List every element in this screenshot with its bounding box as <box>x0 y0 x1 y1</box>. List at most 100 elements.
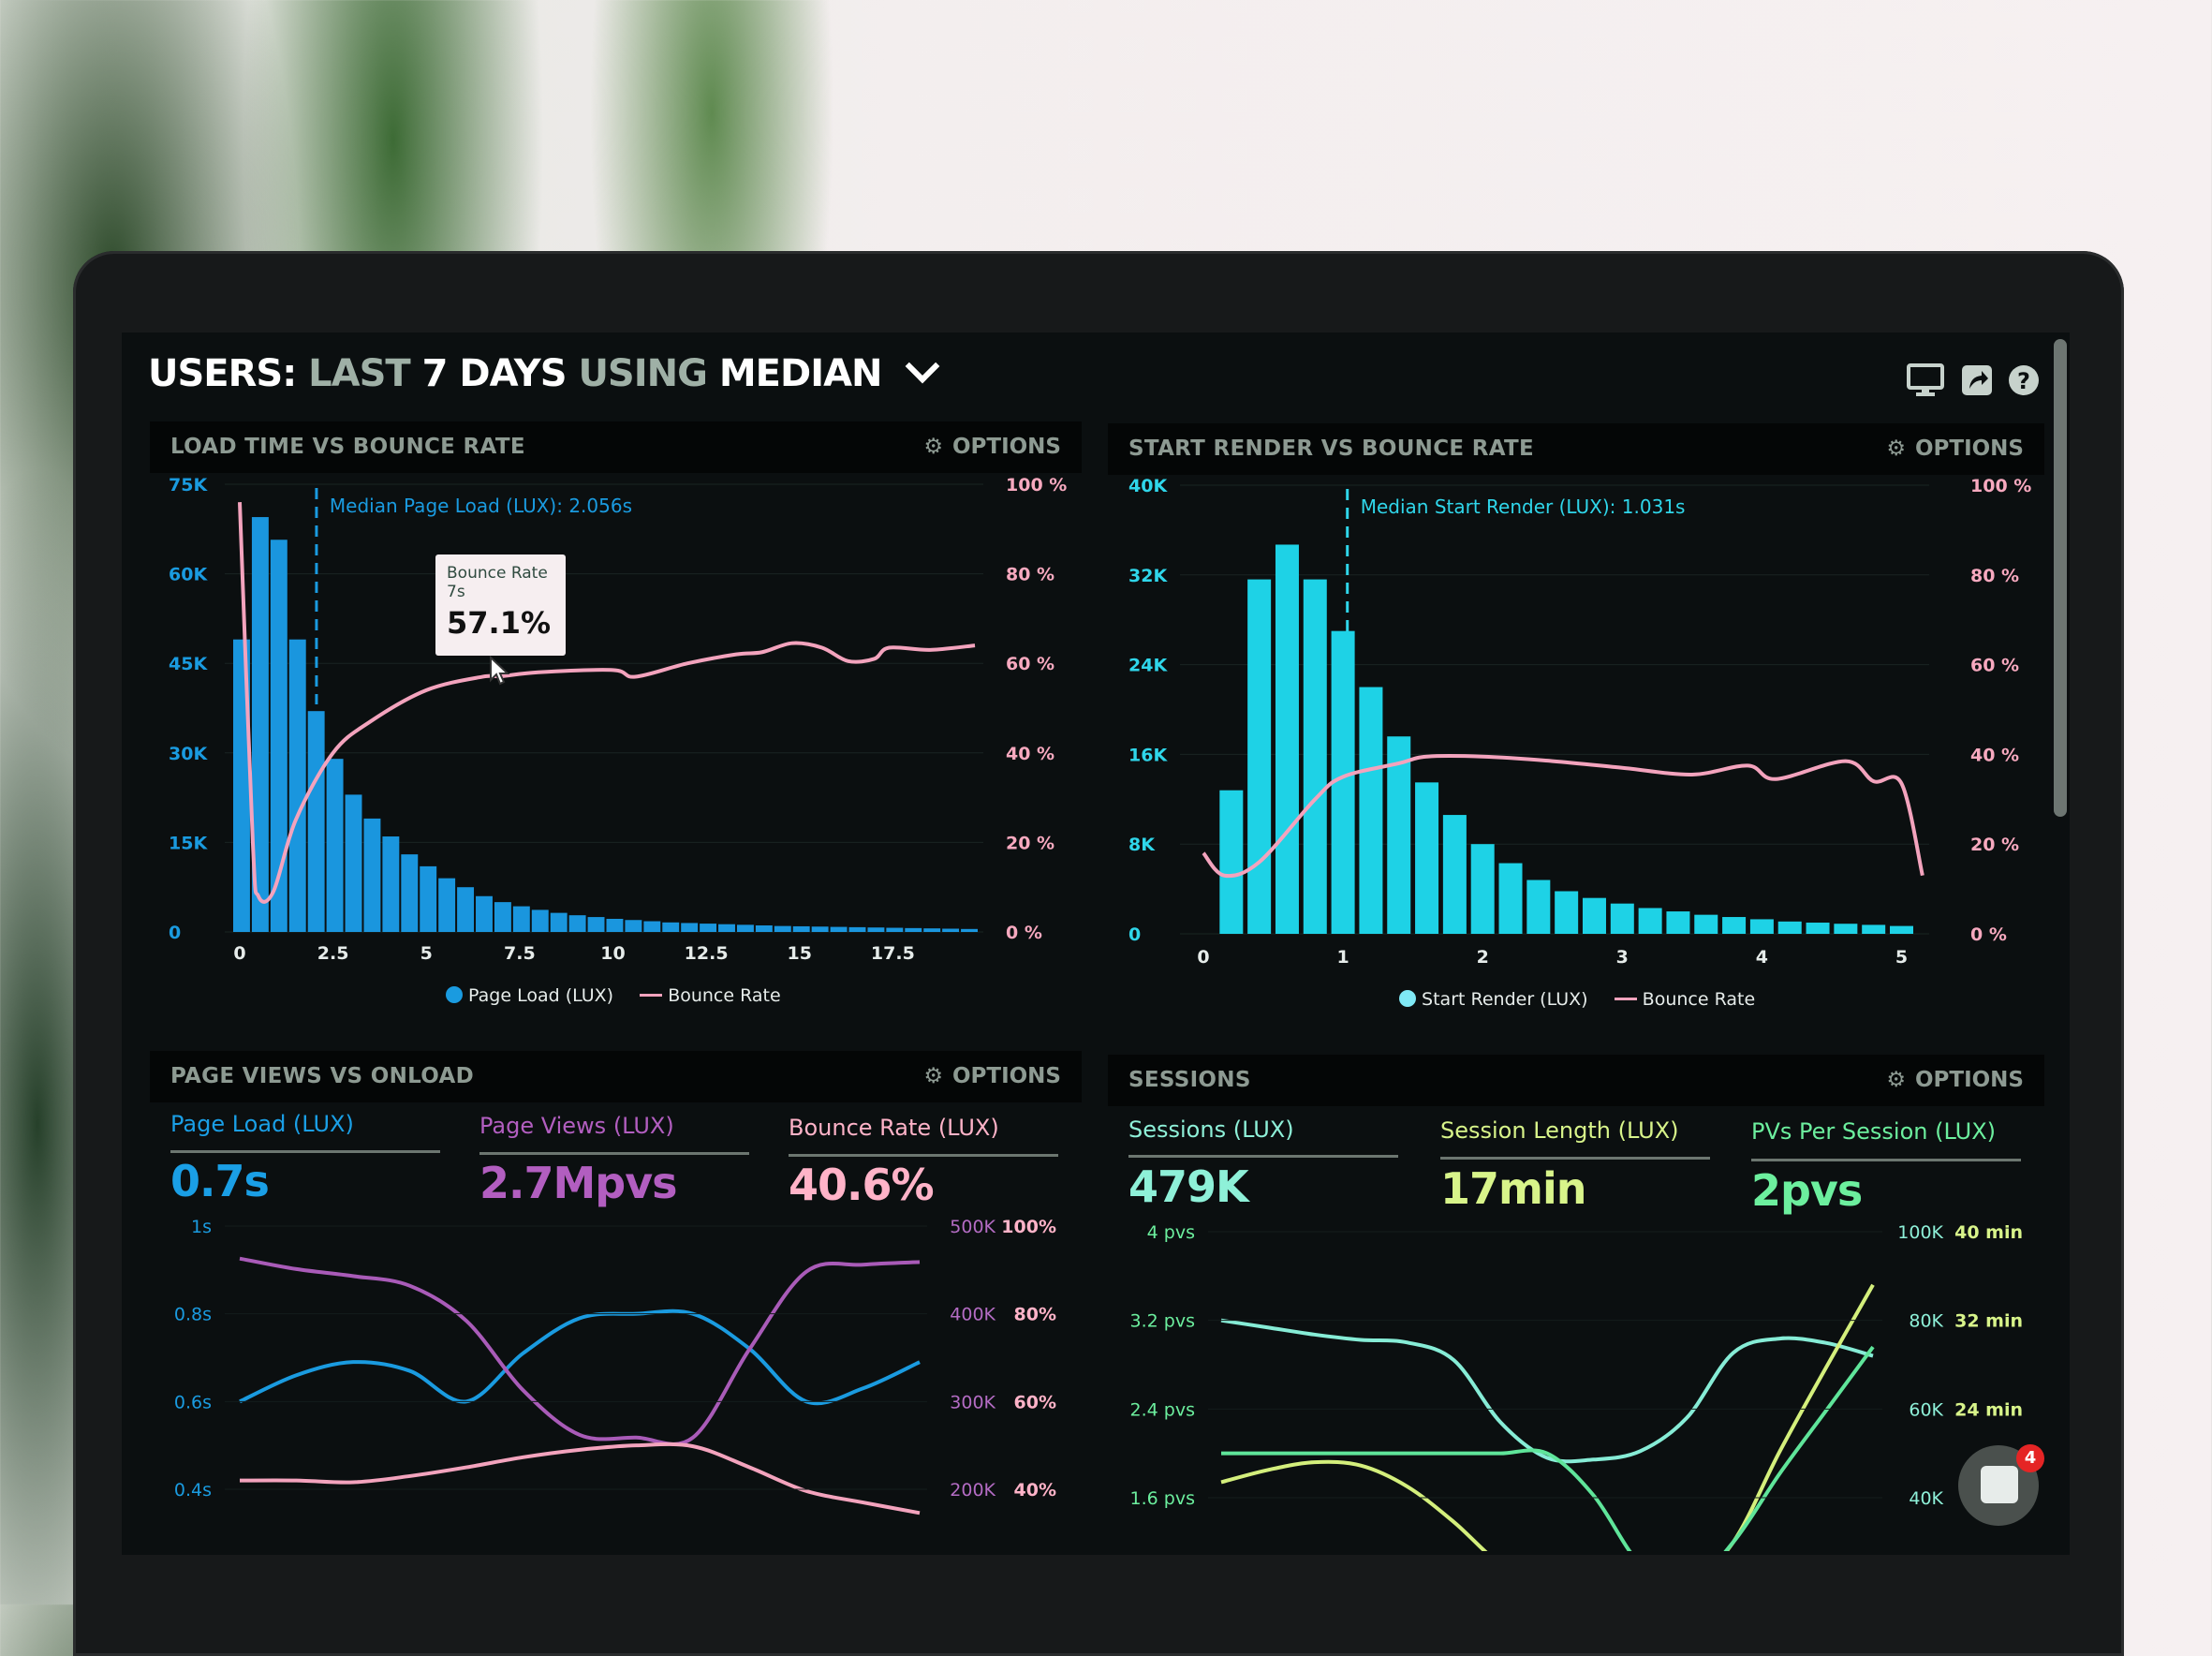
histogram-bar[interactable] <box>811 926 829 932</box>
histogram-bar[interactable] <box>1834 924 1858 934</box>
histogram-bar[interactable] <box>307 711 325 932</box>
histogram-bar[interactable] <box>420 865 437 932</box>
histogram-bar[interactable] <box>1638 908 1662 934</box>
histogram-bar[interactable] <box>550 912 568 932</box>
y-right-tick-label: 60% <box>1014 1392 1056 1412</box>
histogram-bar[interactable] <box>886 927 904 932</box>
histogram-bar[interactable] <box>1442 815 1467 934</box>
histogram-bar[interactable] <box>774 925 791 932</box>
share-icon[interactable] <box>1961 363 1998 397</box>
histogram-bar[interactable] <box>961 928 978 932</box>
x-tick-label: 4 <box>1756 947 1768 968</box>
histogram-bar[interactable] <box>700 924 717 932</box>
options-button[interactable]: ⚙ OPTIONS <box>1886 436 2024 461</box>
histogram-bar[interactable] <box>830 926 848 932</box>
x-tick-label: 12.5 <box>685 943 729 964</box>
series-line-1[interactable] <box>1220 1283 1875 1599</box>
median-label: Median Start Render (LUX): 1.031s <box>1361 495 1686 518</box>
series-line-0[interactable] <box>239 1309 921 1406</box>
histogram-bar[interactable] <box>568 915 586 932</box>
histogram-bar[interactable] <box>1498 863 1523 934</box>
series-line-2[interactable] <box>239 1442 921 1516</box>
histogram-bar[interactable] <box>512 906 530 932</box>
histogram-bar[interactable] <box>587 917 605 932</box>
histogram-bar[interactable] <box>681 923 699 932</box>
scrollbar[interactable] <box>2054 339 2067 817</box>
monitor-icon[interactable] <box>1907 363 1944 397</box>
x-tick-label: 1 <box>1336 947 1349 968</box>
help-icon[interactable]: ? <box>2007 363 2044 397</box>
histogram-bar[interactable] <box>494 902 511 932</box>
histogram-bar[interactable] <box>643 921 661 932</box>
series-line-0[interactable] <box>1220 1318 1874 1464</box>
histogram-bar[interactable] <box>1862 924 1886 934</box>
legend-page-load[interactable]: Page Load (LUX) <box>468 985 614 1006</box>
options-button[interactable]: ⚙ OPTIONS <box>923 435 1061 459</box>
histogram-bar[interactable] <box>345 794 362 932</box>
series-line-2[interactable] <box>1221 1345 1875 1587</box>
histogram-bar[interactable] <box>1582 897 1606 934</box>
histogram-bar[interactable] <box>1890 925 1913 934</box>
histogram-bar[interactable] <box>905 927 922 932</box>
histogram-bar[interactable] <box>792 925 810 932</box>
histogram-bar[interactable] <box>736 924 754 932</box>
histogram-bar[interactable] <box>363 818 381 932</box>
histogram-bar[interactable] <box>1694 914 1718 934</box>
histogram-bar[interactable] <box>1303 579 1327 934</box>
series-line-1[interactable] <box>239 1256 921 1446</box>
histogram-bar[interactable] <box>848 926 866 932</box>
metric-label-page-load: Page Load (LUX) <box>170 1111 354 1137</box>
x-tick-label: 0 <box>1197 947 1209 968</box>
histogram-bar[interactable] <box>476 895 493 932</box>
histogram-bar[interactable] <box>1722 917 1747 934</box>
histogram-bar[interactable] <box>1359 687 1383 934</box>
histogram-bar[interactable] <box>942 928 960 932</box>
y-right-tick-label: 40K <box>1909 1488 1943 1509</box>
histogram-bar[interactable] <box>625 920 642 932</box>
histogram-bar[interactable] <box>531 909 549 932</box>
notification-badge: 4 <box>2016 1444 2044 1472</box>
tooltip-value: 57.1% <box>447 605 552 641</box>
histogram-bar[interactable] <box>1610 903 1634 934</box>
x-tick-label: 5 <box>420 943 433 964</box>
legend-bounce-rate[interactable]: Bounce Rate <box>1642 989 1756 1010</box>
histogram-bar[interactable] <box>1387 736 1411 934</box>
options-button[interactable]: ⚙ OPTIONS <box>923 1064 1061 1088</box>
histogram-bar[interactable] <box>1219 790 1244 934</box>
histogram-bar[interactable] <box>1247 579 1272 934</box>
histogram-bar[interactable] <box>401 854 419 932</box>
legend-start-render-item[interactable]: Start Render (LUX) <box>1422 989 1588 1010</box>
histogram-bar[interactable] <box>867 927 885 932</box>
histogram-bar[interactable] <box>662 922 680 932</box>
histogram-bar[interactable] <box>270 540 288 932</box>
histogram-bar[interactable] <box>1415 782 1439 934</box>
histogram-bar[interactable] <box>923 928 941 932</box>
histogram-bar[interactable] <box>1806 923 1830 934</box>
histogram-bar[interactable] <box>457 887 475 932</box>
histogram-bar[interactable] <box>288 639 306 932</box>
chart-sessions <box>1220 1283 1875 1599</box>
histogram-bar[interactable] <box>251 517 269 932</box>
page-title[interactable]: USERS: LAST 7 DAYS USING MEDIAN <box>148 348 940 395</box>
histogram-bar[interactable] <box>755 924 773 932</box>
histogram-bar[interactable] <box>606 918 624 932</box>
histogram-bar[interactable] <box>326 759 344 932</box>
title-last: LAST <box>308 352 411 395</box>
histogram-bar[interactable] <box>1666 911 1690 934</box>
options-button[interactable]: ⚙ OPTIONS <box>1886 1068 2024 1092</box>
histogram-bar[interactable] <box>1555 891 1579 934</box>
gear-icon: ⚙ <box>923 435 943 459</box>
legend-bounce-rate[interactable]: Bounce Rate <box>668 985 781 1006</box>
options-label: OPTIONS <box>951 435 1061 459</box>
bounce-rate-line[interactable] <box>1202 754 1924 879</box>
histogram-bar[interactable] <box>438 878 456 932</box>
bounce-rate-line[interactable] <box>238 502 976 904</box>
histogram-bar[interactable] <box>1777 921 1802 934</box>
histogram-bar[interactable] <box>1526 880 1551 934</box>
y-tick-label: 16K <box>1128 745 1168 765</box>
histogram-bar[interactable] <box>382 836 400 932</box>
histogram-bar[interactable] <box>1470 844 1495 934</box>
histogram-bar[interactable] <box>1275 544 1299 934</box>
histogram-bar[interactable] <box>1749 919 1774 934</box>
histogram-bar[interactable] <box>718 924 735 932</box>
